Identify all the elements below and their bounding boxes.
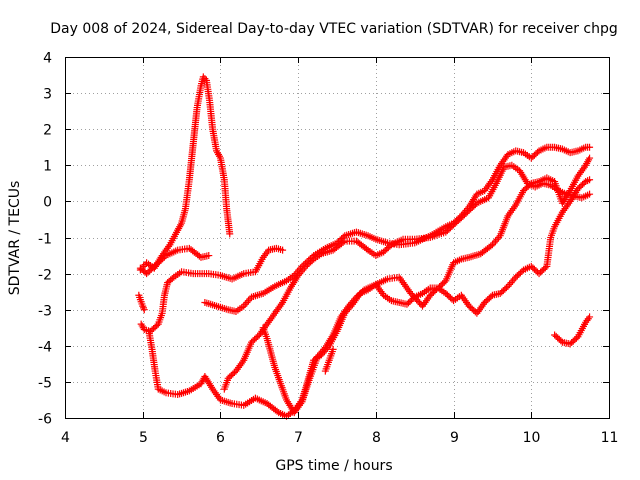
y-tick-label: 3 [43,87,52,103]
y-tick-label: -6 [38,412,52,428]
data-point [487,242,495,250]
data-point [205,252,213,260]
data-point [502,284,510,292]
y-tick-label: -4 [38,340,52,356]
data-point [541,264,549,272]
series-track-dip [137,244,287,335]
data-point [279,246,287,254]
y-axis-label: SDTVAR / TECUs [7,181,23,296]
data-point [586,143,594,151]
x-tick-label: 9 [450,430,459,446]
data-point [152,261,160,269]
y-tick-label: 1 [43,159,52,175]
y-tick-label: 0 [43,195,52,211]
data-point [586,176,594,184]
y-tick-label: 2 [43,123,52,139]
data-point [509,277,517,285]
x-tick-label: 8 [372,430,381,446]
data-points [135,73,594,420]
data-point [362,245,370,253]
series-track-peak [136,73,234,274]
data-point [243,298,251,306]
data-point [140,306,148,314]
y-tick-label: 4 [43,51,52,67]
x-tick-label: 4 [61,430,70,446]
series-track-left-small [135,291,148,314]
data-point [155,258,163,266]
data-point [159,255,167,263]
x-tick-labels: 4 5 6 7 8 9 10 11 [61,430,618,446]
data-point [510,275,518,283]
y-tick-label: -1 [38,232,52,248]
data-point [329,345,337,353]
series-track-upper-left [136,244,213,278]
x-tick-label: 7 [294,430,303,446]
y-tick-label: -2 [38,268,52,284]
series-track-rising [220,161,594,393]
y-tick-label: -5 [38,376,52,392]
y-tick-labels: -6 -5 -4 -3 -2 -1 0 1 2 3 4 [38,51,52,428]
data-point [572,334,580,342]
data-point [244,297,252,305]
data-point [586,154,594,162]
x-tick-label: 10 [523,430,541,446]
series-track-mid-lower [201,143,594,316]
data-point [507,279,515,287]
x-tick-label: 5 [139,430,148,446]
x-tick-label: 11 [601,430,619,446]
data-point [490,239,498,247]
y-tick-label: -3 [38,304,52,320]
x-tick-label: 6 [216,430,225,446]
chart-title: Day 008 of 2024, Sidereal Day-to-day VTE… [50,21,618,37]
data-point [493,235,501,243]
data-point [273,407,281,415]
grid-lines [65,57,609,418]
axis-ticks [65,57,610,419]
series-track-lower-mid [259,154,594,417]
series-track-short [321,345,337,375]
data-point [241,300,249,308]
data-point [339,238,347,246]
data-point [586,190,594,198]
data-point [153,322,161,330]
data-point [506,280,514,288]
series-track-bottom [145,176,594,420]
data-point [226,230,234,238]
data-point [149,264,157,272]
data-point [586,313,594,321]
data-point [160,253,168,261]
data-point [154,259,162,267]
x-axis-label: GPS time / hours [275,458,392,474]
series-track-right-small [551,313,594,348]
data-point [150,262,158,270]
data-point [157,256,165,264]
